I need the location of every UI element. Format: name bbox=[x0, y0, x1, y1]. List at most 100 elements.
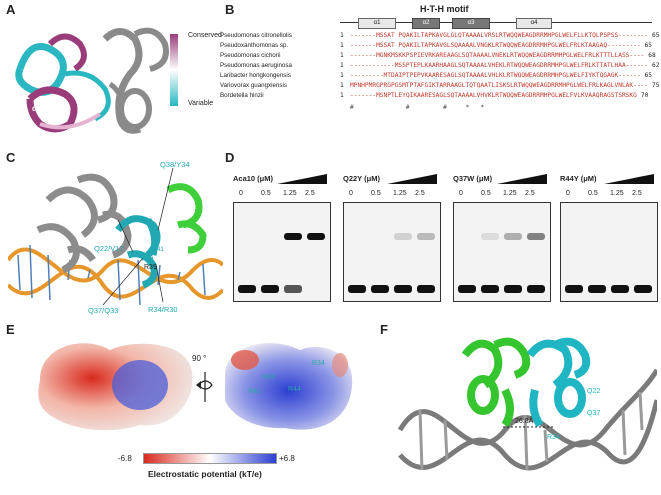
panel-letter-d: D bbox=[225, 150, 235, 165]
gel-title: Aca10 (μM) bbox=[233, 174, 274, 183]
helix-label-2: α2 bbox=[38, 72, 48, 81]
lane-label: 0 bbox=[459, 190, 463, 197]
lane-label: 0 bbox=[349, 190, 353, 197]
lane-label: 2.5 bbox=[305, 190, 315, 197]
scale-max: +6.8 bbox=[279, 454, 295, 463]
free-dna-band bbox=[565, 285, 583, 293]
sequence: -------MSSAT PQAKILTAPKAVGLSQAAAALVNGKLR… bbox=[350, 42, 641, 49]
species-name: Laribacter hongkongensis bbox=[220, 72, 291, 79]
label-q22-v17: Q22/V17 bbox=[94, 244, 124, 253]
lane-label: 0 bbox=[239, 190, 243, 197]
label-r39: R39 bbox=[144, 264, 157, 271]
gel-image bbox=[560, 202, 658, 302]
shifted-band bbox=[417, 233, 435, 240]
seq-end: 75 bbox=[652, 82, 660, 89]
free-dna-band bbox=[611, 285, 629, 293]
helix-label-3: α3 bbox=[32, 104, 42, 113]
free-dna-band bbox=[238, 285, 256, 293]
panel-e-surfaces: 90 ° R34 R39 R41 R44 bbox=[30, 330, 360, 460]
helix-box-1: α1 bbox=[358, 18, 396, 29]
seq-end: 68 bbox=[648, 52, 656, 59]
concentration-wedge bbox=[387, 174, 437, 184]
panel-c-structure: Q38/Y34 Q22/V17 R39 R34/R30 Q37/Q33 R41 … bbox=[6, 160, 225, 320]
lane-label: 1.25 bbox=[503, 190, 517, 197]
helix-box-2: α2 bbox=[412, 18, 440, 29]
lane-label: 1.25 bbox=[610, 190, 624, 197]
free-dna-band bbox=[394, 285, 412, 293]
shifted-band bbox=[307, 233, 325, 240]
sequence: -------MGNKMSKKPSPIEVRKAREAAGLSQTAAAALVN… bbox=[350, 52, 645, 59]
panel-letter-e: E bbox=[6, 322, 15, 337]
lane-label: 0 bbox=[566, 190, 570, 197]
helix-label-4: α4 bbox=[60, 40, 70, 49]
sequence: MPNHPMRGPRGPGSMTPTAFGIKTARRAAGLTQTQAATLI… bbox=[350, 82, 649, 89]
lane-label: 2.5 bbox=[415, 190, 425, 197]
gel-image bbox=[453, 202, 551, 302]
seq-end: 62 bbox=[652, 62, 660, 69]
potential-scale-bar bbox=[143, 453, 277, 464]
free-dna-band bbox=[458, 285, 476, 293]
label-r34-f: R34 bbox=[547, 434, 560, 441]
shifted-band bbox=[394, 233, 412, 240]
shifted-band bbox=[284, 233, 302, 240]
panel-letter-c: C bbox=[6, 150, 16, 165]
helix-box-4: α4 bbox=[516, 18, 552, 29]
gel-image bbox=[233, 202, 331, 302]
species-name: Pseudomonas citronellolis bbox=[220, 32, 292, 39]
gel-title: Q22Y (μM) bbox=[343, 174, 380, 183]
lane-label: 1.25 bbox=[283, 190, 297, 197]
scale-min: -6.8 bbox=[118, 454, 132, 463]
label-q38-y34-text: Q38/Y34 bbox=[160, 160, 190, 169]
alignment-row: Bordetella hinzii 1 -------MSNPTLEYQIKAARE… bbox=[220, 92, 648, 99]
species-name: Pseudomonas aeruginosa bbox=[220, 62, 292, 69]
legend-conserved: Conserved bbox=[188, 32, 222, 39]
sequence: -------MSSAT PQAKILTAPKAVGLGLQTAAAALVRSL… bbox=[350, 32, 649, 39]
species-name: Pseudomonas cichorii bbox=[220, 52, 281, 59]
label-q22-f: Q22 bbox=[587, 388, 601, 395]
seq-end: 65 bbox=[644, 42, 653, 49]
gel-title: Q37W (μM) bbox=[453, 174, 493, 183]
label-r34-surface: R34 bbox=[312, 360, 325, 367]
dimer-dna-complex bbox=[397, 337, 660, 471]
seq-start: 1 bbox=[340, 52, 344, 59]
seq-end: 65 bbox=[652, 32, 660, 39]
conservation-cartoon bbox=[15, 27, 178, 134]
seq-start: 1 bbox=[340, 72, 344, 79]
lane-label: 0.5 bbox=[261, 190, 271, 197]
scale-caption: Electrostatic potential (kT/e) bbox=[148, 469, 262, 479]
alignment-row: Pseudoxanthomonas sp. 1 -------MSSAT PQAKI… bbox=[220, 42, 652, 49]
label-r39-surface: R39 bbox=[262, 374, 275, 381]
shifted-band bbox=[481, 233, 499, 240]
alignment-marks: # # # * * bbox=[220, 104, 484, 111]
panel-f-structure: Q22 Q37 R34 26.8Å bbox=[395, 330, 660, 490]
concentration-wedge bbox=[277, 174, 327, 184]
free-dna-band bbox=[504, 285, 522, 293]
concentration-wedge bbox=[604, 174, 654, 184]
alignment-row: Pseudomonas citronellolis 1 -------MSSAT P… bbox=[220, 32, 659, 39]
alignment-row: Pseudomonas aeruginosa 1 ------------MSSPT… bbox=[220, 62, 659, 69]
alignment-row: Variovorax guangxiensis 1 MPNHPMRGPRGPGSMT… bbox=[220, 82, 659, 89]
label-q38-y34: Q38/Y34 bbox=[160, 160, 190, 169]
label-r44-surface: R44 bbox=[288, 386, 301, 393]
label-r44: R44 bbox=[142, 256, 154, 263]
free-dna-band bbox=[261, 285, 279, 293]
helix-box-3: α3 bbox=[452, 18, 490, 29]
sequence: ------------MSSPTEPLKAARHAAGLSQTAAAALVHE… bbox=[350, 62, 649, 69]
electrostatic-surfaces bbox=[38, 343, 353, 431]
gel-image bbox=[343, 202, 441, 302]
species-name: Bordetella hinzii bbox=[220, 92, 264, 99]
seq-end: 70 bbox=[640, 92, 649, 99]
panel-letter-b: B bbox=[225, 2, 235, 17]
conservation-scale-bar bbox=[170, 34, 178, 106]
lane-label: 0.5 bbox=[588, 190, 598, 197]
hth-motif-title: H-T-H motif bbox=[420, 4, 469, 14]
seq-start: 1 bbox=[340, 62, 344, 69]
rotation-label: 90 ° bbox=[192, 354, 207, 363]
helix-label-1: α1 bbox=[14, 42, 24, 51]
legend-variable: Variable bbox=[188, 100, 214, 107]
sequence: ---------MTDAIPTPEPVKAARESAGLSQTAAAALVHL… bbox=[350, 72, 641, 79]
alignment-row: Pseudomonas cichorii 1 -------MGNKMSKKPSPI… bbox=[220, 52, 656, 59]
panel-letter-f: F bbox=[380, 322, 388, 337]
distance-label: 26.8Å bbox=[515, 418, 534, 425]
label-r34-r30: R34/R30 bbox=[148, 305, 178, 314]
